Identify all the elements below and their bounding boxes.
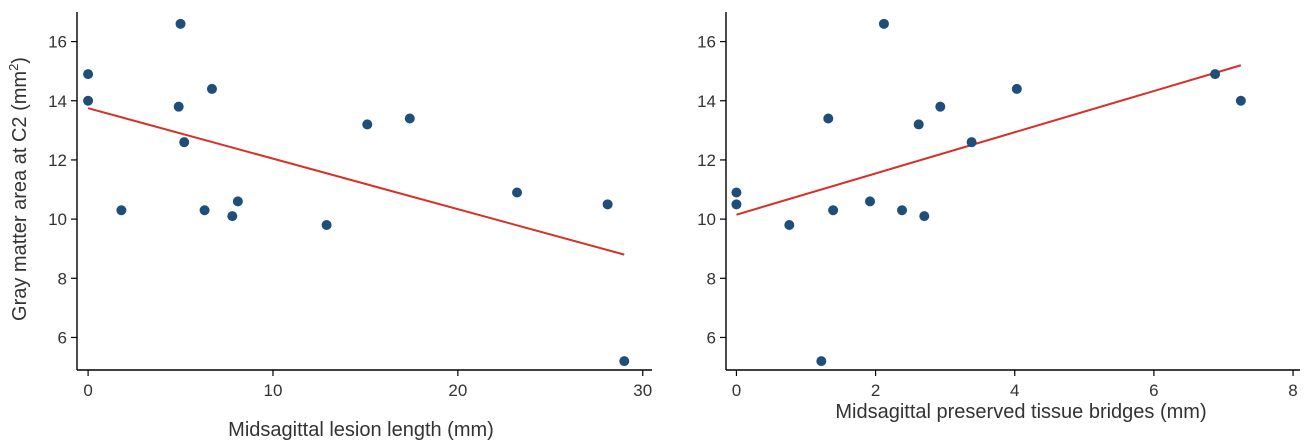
data-point-lesion-length [83, 69, 94, 80]
data-point-tissue-bridges [878, 18, 889, 29]
data-point-lesion-length [321, 220, 332, 231]
y-tick-label-14-tissue-bridges: 14 [697, 92, 716, 111]
data-point-lesion-length [404, 113, 415, 124]
y-tick-label-14-lesion-length: 14 [48, 92, 67, 111]
data-point-tissue-bridges [1235, 95, 1246, 106]
x-tick-label-4-tissue-bridges: 4 [1010, 381, 1019, 400]
data-point-tissue-bridges [919, 211, 930, 222]
data-point-tissue-bridges [823, 113, 834, 124]
x-tick-label-10-lesion-length: 10 [264, 381, 283, 400]
y-tick-label-10-lesion-length: 10 [48, 210, 67, 229]
data-point-tissue-bridges [816, 356, 827, 367]
panel-lesion-length: 6 8 10 12 14 16 0 10 20 30 Midsagittal lesion len… [6, 12, 652, 440]
data-point-tissue-bridges [935, 101, 946, 112]
data-point-lesion-length [362, 119, 373, 130]
data-point-tissue-bridges [828, 205, 839, 216]
data-point-lesion-length [179, 137, 190, 148]
data-point-tissue-bridges [1011, 83, 1022, 94]
plot-area-tissue-bridges: 6 8 10 12 14 16 0 2 4 6 8 [697, 12, 1300, 400]
data-point-tissue-bridges [966, 137, 977, 148]
data-point-lesion-length [175, 18, 186, 29]
regression-line-tissue-bridges [736, 64, 1242, 216]
y-tick-label-12-tissue-bridges: 12 [697, 151, 716, 170]
x-tick-label-2-tissue-bridges: 2 [871, 381, 880, 400]
data-point-lesion-length [232, 196, 243, 207]
x-tick-label-20-lesion-length: 20 [448, 381, 467, 400]
data-point-lesion-length [512, 187, 523, 198]
y-axis-title: Gray matter area at C2 (mm2) [6, 57, 31, 321]
data-point-lesion-length [619, 356, 630, 367]
data-point-tissue-bridges [731, 187, 742, 198]
plot-area-lesion-length: 6 8 10 12 14 16 0 10 20 30 [48, 12, 652, 400]
y-tick-label-6-lesion-length: 6 [58, 328, 67, 347]
y-tick-label-8-tissue-bridges: 8 [707, 269, 716, 288]
data-point-tissue-bridges [731, 199, 742, 210]
data-point-lesion-length [173, 101, 184, 112]
data-point-lesion-length [116, 205, 127, 216]
y-tick-label-10-tissue-bridges: 10 [697, 210, 716, 229]
regression-line-lesion-length [87, 107, 625, 256]
y-tick-label-16-tissue-bridges: 16 [697, 33, 716, 52]
data-point-lesion-length [83, 95, 94, 106]
data-point-tissue-bridges [1210, 69, 1221, 80]
data-point-lesion-length [227, 211, 238, 222]
data-point-tissue-bridges [897, 205, 908, 216]
panel-tissue-bridges: 6 8 10 12 14 16 0 2 4 6 8 Midsagittal preserved ti… [697, 12, 1300, 423]
data-point-tissue-bridges [865, 196, 876, 207]
data-point-lesion-length [206, 83, 217, 94]
y-tick-label-6-tissue-bridges: 6 [707, 328, 716, 347]
x-tick-label-30-lesion-length: 30 [633, 381, 652, 400]
data-point-lesion-length [199, 205, 210, 216]
y-tick-label-16-lesion-length: 16 [48, 33, 67, 52]
y-tick-label-12-lesion-length: 12 [48, 151, 67, 170]
x-tick-label-0-lesion-length: 0 [83, 381, 92, 400]
x-axis-title-lesion-length: Midsagittal lesion length (mm) [228, 419, 494, 440]
x-tick-label-8-tissue-bridges: 8 [1288, 381, 1297, 400]
y-tick-label-8-lesion-length: 8 [58, 269, 67, 288]
y-axis-title-main: Gray matter area at C2 (mm [9, 71, 31, 321]
y-axis-title-end: ) [9, 57, 31, 64]
x-tick-label-0-tissue-bridges: 0 [732, 381, 741, 400]
x-tick-label-6-tissue-bridges: 6 [1149, 381, 1158, 400]
data-point-tissue-bridges [913, 119, 924, 130]
data-point-tissue-bridges [784, 220, 795, 231]
x-axis-title-tissue-bridges: Midsagittal preserved tissue bridges (mm… [835, 401, 1206, 423]
y-axis-title-superscript: 2 [6, 64, 21, 71]
data-point-lesion-length [602, 199, 613, 210]
